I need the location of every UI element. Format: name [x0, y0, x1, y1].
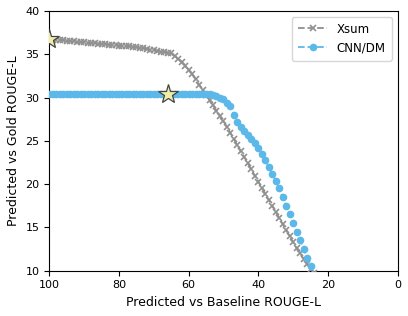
CNN/DM	[256, 146, 261, 150]
CNN/DM	[47, 92, 52, 96]
CNN/DM	[183, 92, 188, 96]
Y-axis label: Predicted vs Gold ROUGE-L: Predicted vs Gold ROUGE-L	[7, 56, 20, 226]
Xsum	[47, 37, 52, 40]
Xsum	[326, 288, 330, 292]
Xsum	[200, 88, 205, 92]
Xsum	[287, 234, 292, 238]
CNN/DM	[221, 97, 226, 101]
Xsum	[252, 173, 257, 177]
Xsum	[221, 119, 226, 123]
Xsum	[273, 210, 278, 214]
Line: Xsum: Xsum	[46, 35, 331, 293]
CNN/DM	[71, 92, 76, 96]
Line: CNN/DM: CNN/DM	[46, 91, 314, 270]
X-axis label: Predicted vs Baseline ROUGE-L: Predicted vs Baseline ROUGE-L	[126, 296, 321, 309]
CNN/DM	[308, 264, 313, 268]
Xsum	[297, 252, 302, 255]
CNN/DM	[214, 94, 219, 98]
CNN/DM	[137, 92, 142, 96]
Legend: Xsum, CNN/DM: Xsum, CNN/DM	[292, 17, 392, 61]
